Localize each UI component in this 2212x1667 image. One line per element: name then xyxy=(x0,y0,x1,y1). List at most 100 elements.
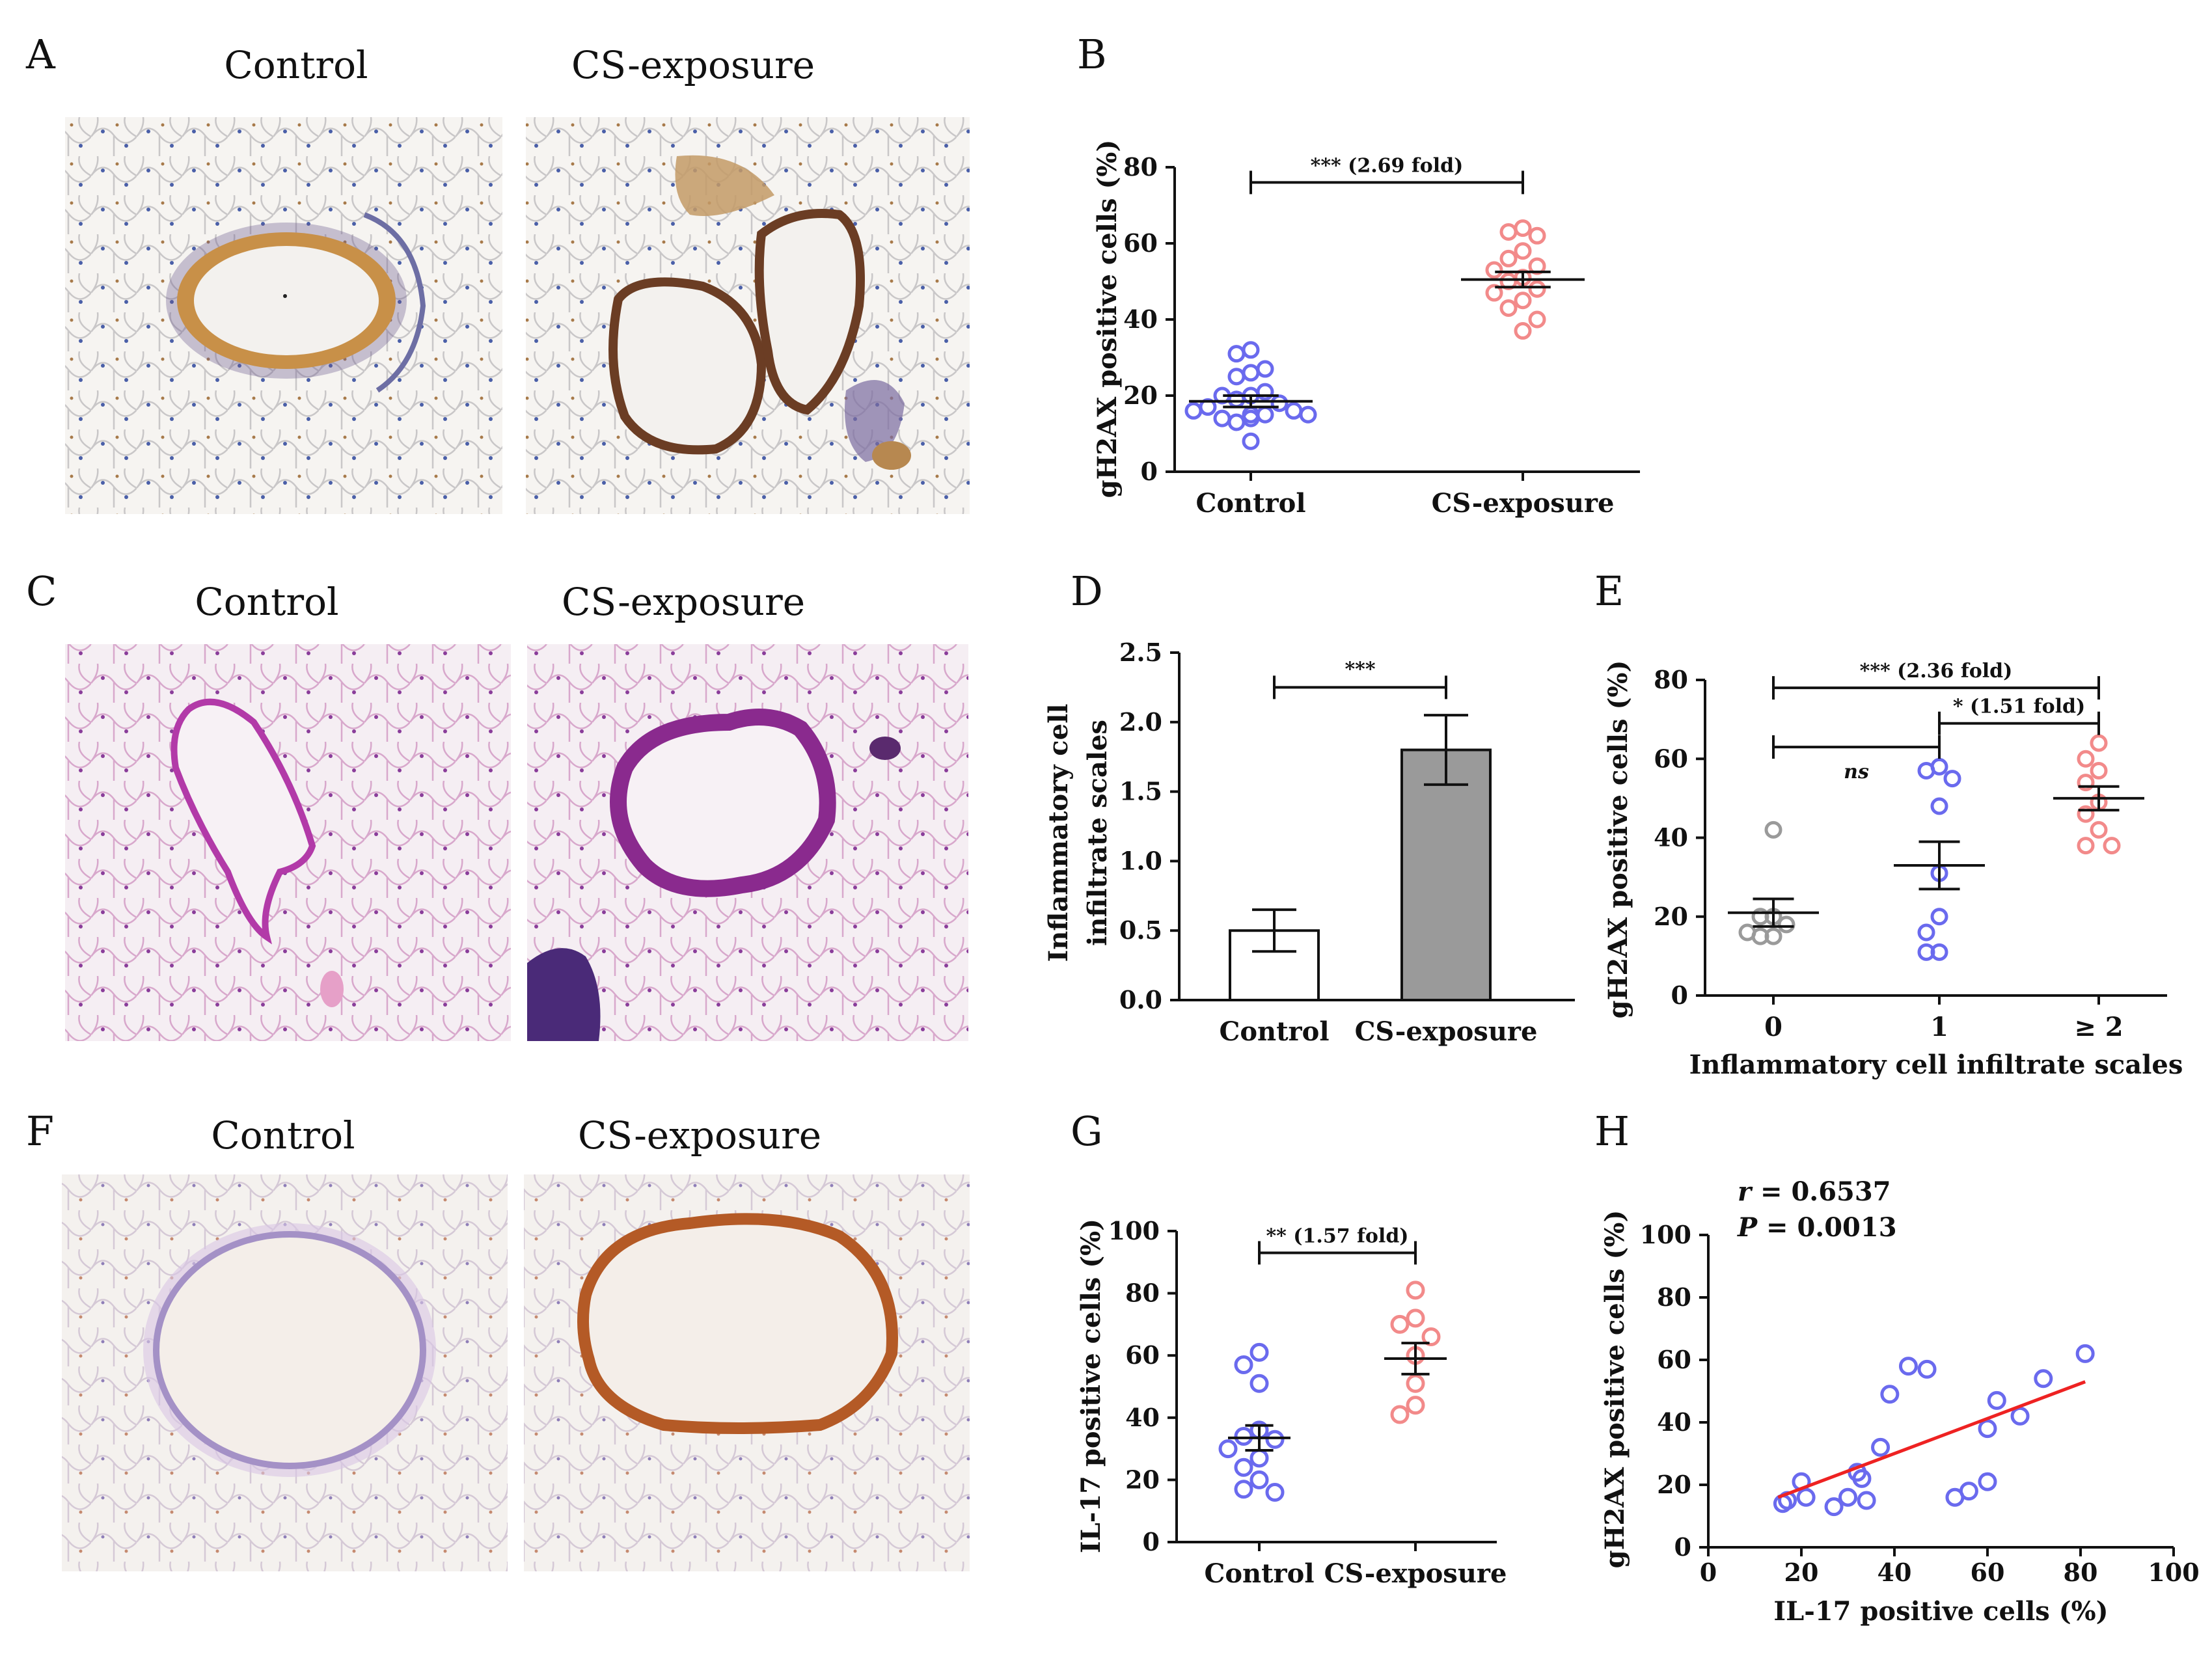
chart-h-data-point xyxy=(1857,1491,1876,1510)
chart-b-x-tick-label: Control xyxy=(1195,488,1305,519)
micrograph-f-left-title: Control xyxy=(211,1113,355,1158)
chart-e-x-tick-label: 1 xyxy=(1930,1012,1948,1042)
micrograph-a-left-title: Control xyxy=(224,43,368,87)
micrograph-panel-c: Control CS-exposure xyxy=(65,580,968,1041)
chart-g-data-point xyxy=(1406,1308,1425,1328)
chart-b-data-point xyxy=(1528,226,1546,245)
panel-letter-d: D xyxy=(1071,567,1103,615)
chart-g-data-point xyxy=(1234,1480,1253,1499)
chart-h-data-point xyxy=(1959,1482,1978,1501)
chart-e-data-point xyxy=(2077,774,2095,792)
chart-h-x-tick-label: 0 xyxy=(1700,1558,1717,1587)
chart-d-y-axis-label: Inflammatory cell xyxy=(1043,704,1074,962)
chart-d-significance-label: *** xyxy=(1345,658,1375,681)
panel-letter-h: H xyxy=(1594,1107,1630,1155)
panel-letter-g: G xyxy=(1071,1107,1103,1155)
chart-d-y-tick-label: 2.5 xyxy=(1119,638,1162,667)
chart-d-y-tick-label: 1.5 xyxy=(1119,777,1162,806)
chart-e-y-tick-label: 60 xyxy=(1654,744,1688,773)
chart-g-data-point xyxy=(1390,1405,1410,1424)
chart-h-y-tick-label: 0 xyxy=(1674,1532,1691,1562)
chart-g-il17-scatter: 0 20 40 60 80 100 Control CS-exposure ** (1.57 f… xyxy=(1076,1216,1507,1589)
chart-g-y-tick-label: 20 xyxy=(1125,1465,1160,1494)
chart-e-gh2ax-by-scale: 0 20 40 60 80 0 1 ≥ 2 *** (2.36 fold) * (1.51 fol… xyxy=(1603,660,2183,1080)
chart-h-p-value: = 0.0013 xyxy=(1757,1212,1896,1243)
micrograph-f-right-title: CS-exposure xyxy=(578,1113,821,1158)
chart-g-y-tick-label: 60 xyxy=(1125,1340,1160,1370)
chart-h-x-tick-label: 80 xyxy=(2064,1558,2098,1587)
chart-b-data-point xyxy=(1528,310,1546,329)
chart-b-significance-label: *** (2.69 fold) xyxy=(1311,154,1464,177)
chart-b-y-tick-label: 40 xyxy=(1123,305,1158,334)
chart-g-data-point xyxy=(1249,1470,1269,1489)
chart-e-y-tick-label: 40 xyxy=(1654,823,1688,852)
chart-e-data-point xyxy=(2103,837,2121,855)
chart-g-data-point xyxy=(1421,1327,1441,1347)
micrograph-a-control-image xyxy=(65,117,502,514)
chart-e-data-point xyxy=(1930,797,1948,815)
chart-g-data-point xyxy=(1234,1426,1253,1446)
chart-d-bar xyxy=(1400,748,1492,1002)
chart-b-y-tick-label: 20 xyxy=(1123,381,1158,410)
chart-b-data-point xyxy=(1256,360,1274,378)
chart-d-y-tick-label: 1.0 xyxy=(1119,846,1162,875)
chart-h-data-point xyxy=(1978,1419,1997,1439)
chart-g-y-tick-label: 0 xyxy=(1143,1527,1160,1556)
chart-h-correlation: 0 20 40 60 80 100 0 20 40 60 80 100 IL-17 positive c… xyxy=(1600,1176,2200,1627)
chart-b-data-point xyxy=(1227,368,1246,386)
chart-b-y-tick-label: 0 xyxy=(1141,457,1158,486)
chart-h-x-axis-label: IL-17 positive cells (%) xyxy=(1773,1596,2108,1627)
chart-g-x-tick-label: CS-exposure xyxy=(1324,1558,1507,1589)
panel-letter-f: F xyxy=(26,1107,54,1155)
panel-letter-c: C xyxy=(26,567,57,615)
chart-b-data-point xyxy=(1485,261,1503,279)
chart-e-data-point xyxy=(2077,837,2095,855)
chart-h-r-symbol: r xyxy=(1738,1176,1753,1207)
chart-h-y-axis-label: gH2AX positive cells (%) xyxy=(1600,1210,1630,1569)
chart-b-data-point xyxy=(1528,257,1546,275)
chart-e-data-point xyxy=(1930,908,1948,926)
panel-letter-e: E xyxy=(1594,567,1624,615)
chart-d-inflammation-bar: 0.0 0.5 1.0 1.5 2.0 2.5 Inflammatory cell infil… xyxy=(1043,638,1575,1047)
chart-b-data-point xyxy=(1256,405,1274,424)
chart-b-y-axis-label: gH2AX positive cells (%) xyxy=(1092,140,1123,498)
chart-e-data-point xyxy=(2090,761,2108,779)
chart-b-y-tick-label: 80 xyxy=(1123,152,1158,182)
chart-g-data-point xyxy=(1406,1396,1425,1415)
chart-b-y-tick-label: 60 xyxy=(1123,228,1158,258)
chart-b-data-point xyxy=(1285,401,1303,420)
micrograph-c-cs-image xyxy=(527,644,968,1041)
chart-e-y-tick-label: 0 xyxy=(1671,981,1688,1010)
chart-b-data-point xyxy=(1242,432,1260,450)
chart-h-data-point xyxy=(1796,1487,1816,1507)
chart-e-x-tick-label: 0 xyxy=(1764,1012,1782,1042)
chart-b-data-point xyxy=(1514,242,1532,260)
chart-e-significance-label: * (1.51 fold) xyxy=(1953,696,2085,718)
chart-d-x-tick-label: CS-exposure xyxy=(1355,1016,1538,1047)
micrograph-a-right-title: CS-exposure xyxy=(571,43,815,87)
chart-h-data-point xyxy=(1852,1469,1872,1488)
chart-d-y-axis-label: infiltrate scales xyxy=(1082,720,1113,946)
chart-e-data-point xyxy=(1751,908,1769,926)
chart-b-data-point xyxy=(1499,249,1518,267)
chart-e-data-point xyxy=(1917,943,1935,961)
chart-b-data-point xyxy=(1514,322,1532,340)
chart-e-data-point xyxy=(2077,750,2095,768)
chart-e-data-point xyxy=(1917,923,1935,942)
chart-h-data-point xyxy=(1898,1357,1918,1376)
chart-d-y-tick-label: 0.0 xyxy=(1119,985,1162,1014)
chart-g-y-tick-label: 80 xyxy=(1125,1279,1160,1308)
chart-g-data-point xyxy=(1249,1448,1269,1468)
micrograph-f-control-image xyxy=(62,1174,508,1571)
chart-g-y-tick-label: 100 xyxy=(1108,1216,1160,1245)
chart-e-data-point xyxy=(2077,805,2095,823)
chart-h-r-value: = 0.6537 xyxy=(1751,1176,1891,1207)
micrograph-c-left-title: Control xyxy=(195,580,338,624)
chart-g-y-tick-label: 40 xyxy=(1125,1403,1160,1432)
chart-g-data-point xyxy=(1265,1483,1285,1502)
chart-g-data-point xyxy=(1234,1355,1253,1375)
chart-b-data-point xyxy=(1270,394,1289,413)
chart-b-data-point xyxy=(1256,383,1274,401)
